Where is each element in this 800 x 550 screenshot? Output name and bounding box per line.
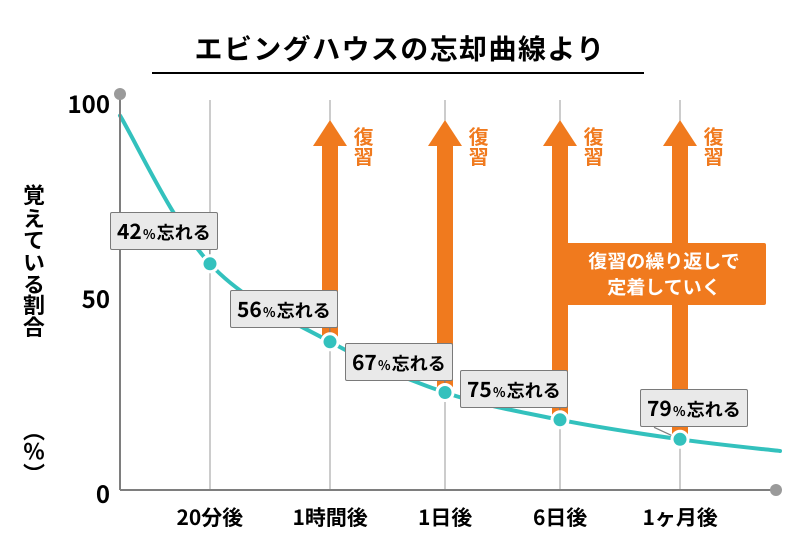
review-arrow-label: 復習 [349,126,378,166]
x-tick: 6日後 [533,502,587,532]
y-tick: 50 [82,280,110,315]
callout-line-2: 定着していく [607,274,720,300]
forget-label: 67％忘れる [345,343,453,381]
callout-line-1: 復習の繰り返しで [588,248,739,274]
x-tick: 1時間後 [293,502,368,532]
y-tick: 0 [96,475,110,510]
x-tick: 1日後 [418,502,472,532]
y-tick: 100 [68,85,110,120]
callout-box: 復習の繰り返しで 定着していく [562,243,766,305]
x-tick: 1ヶ月後 [643,502,718,532]
review-arrow-label: 復習 [699,126,728,166]
forget-label: 79％忘れる [640,389,748,427]
forget-label: 56％忘れる [230,290,338,328]
x-tick: 20分後 [177,502,244,532]
forget-label: 75％忘れる [460,370,568,408]
forget-label: 42％忘れる [110,212,218,250]
review-arrow-label: 復習 [464,126,493,166]
review-arrow-label: 復習 [579,126,608,166]
